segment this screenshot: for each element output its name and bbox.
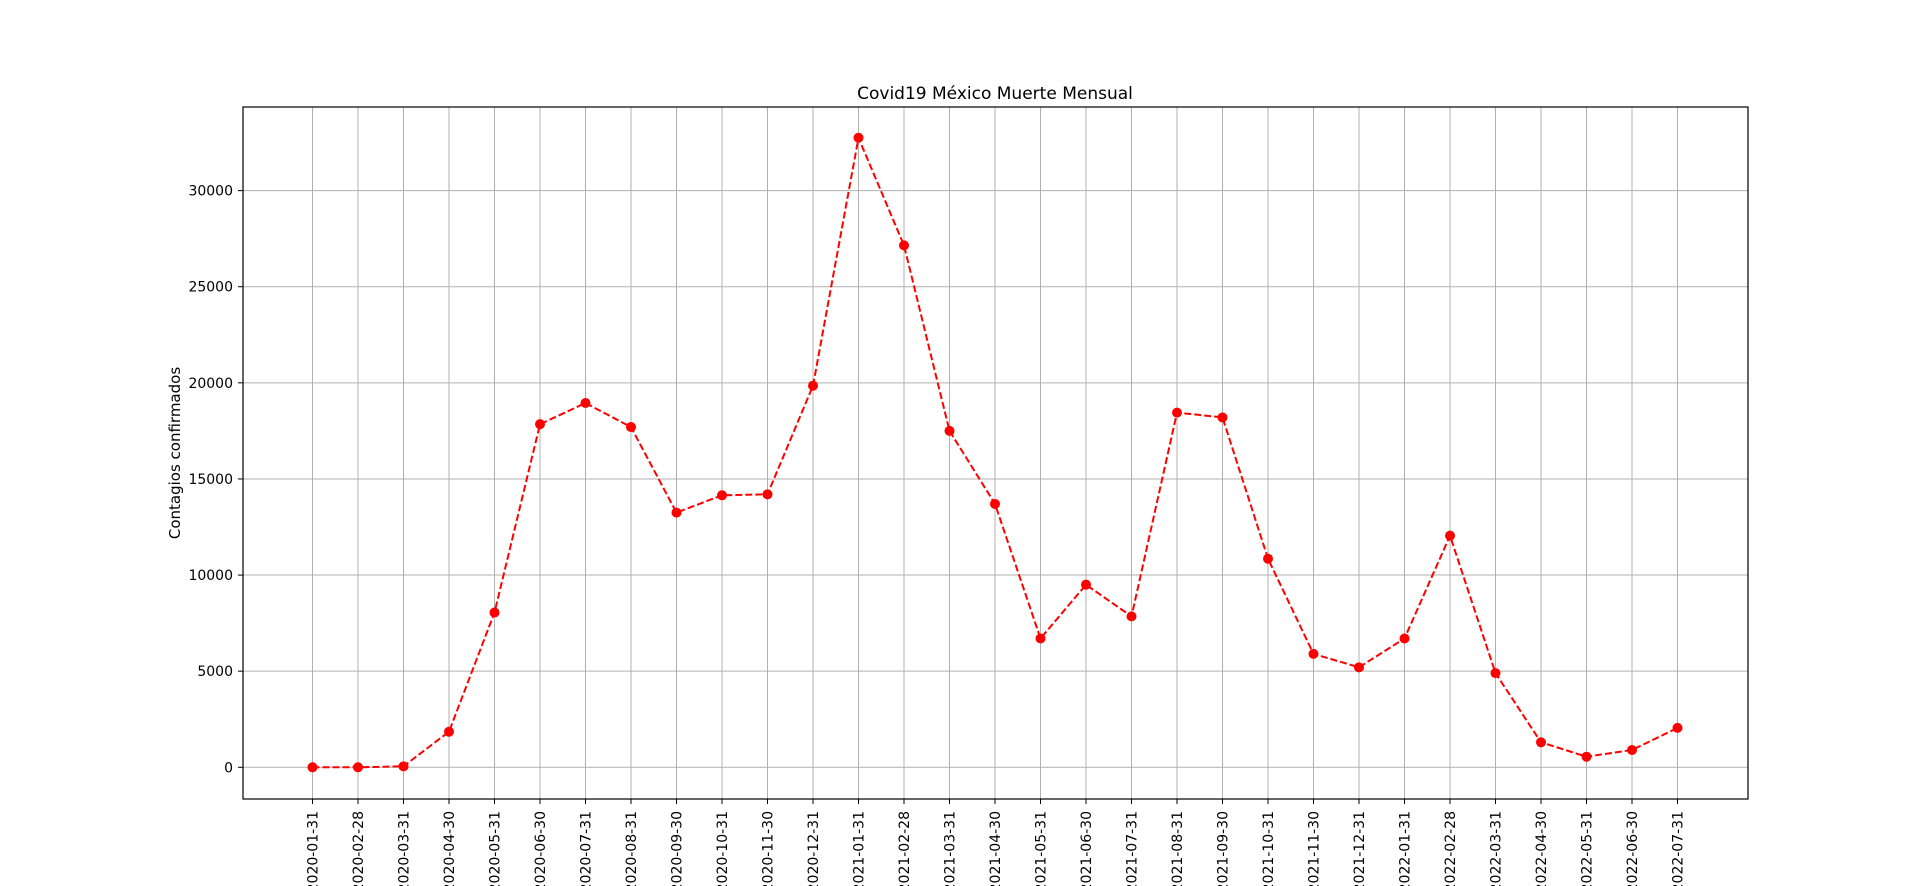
x-tick-label: 2020-02-28: [351, 811, 367, 886]
x-tick-label: 2020-05-31: [488, 811, 504, 886]
x-tick-label: 2022-01-31: [1398, 811, 1414, 886]
x-tick-label: 2021-11-30: [1307, 811, 1323, 886]
data-point: [1172, 407, 1182, 418]
x-tick-label: 2020-03-31: [397, 811, 413, 886]
x-tick-label: 2021-12-31: [1352, 811, 1368, 886]
data-point: [444, 726, 454, 737]
x-tick-label: 2021-08-31: [1170, 811, 1186, 886]
y-tick-label: 15000: [188, 472, 233, 488]
x-tick-label: 2021-10-31: [1261, 811, 1277, 886]
data-point: [1035, 633, 1046, 644]
data-point: [762, 489, 773, 500]
x-tick-label: 2021-07-31: [1125, 811, 1141, 886]
x-tick-label: 2020-09-30: [670, 811, 686, 886]
x-tick-label: 2021-02-28: [897, 811, 913, 886]
data-point: [1536, 737, 1546, 748]
x-tick-label: 2021-09-30: [1216, 811, 1232, 886]
data-point: [1490, 668, 1501, 679]
data-point: [1081, 579, 1091, 590]
x-tick-label: 2020-04-30: [442, 811, 458, 886]
data-point: [808, 380, 818, 391]
x-tick-label: 2020-08-31: [624, 811, 640, 886]
data-point: [398, 761, 409, 772]
x-tick-label: 2022-03-31: [1489, 811, 1505, 886]
data-point: [671, 507, 682, 518]
y-tick-label: 0: [224, 760, 233, 776]
y-tick-label: 25000: [188, 280, 233, 296]
x-tick-label: 2022-07-31: [1671, 811, 1687, 886]
axis-ticks: 0 5000 10000 15000 20000 25000 30000 2020-01-31…: [188, 184, 1686, 886]
data-point: [535, 419, 545, 430]
data-point: [626, 422, 636, 433]
data-point: [1399, 633, 1410, 644]
data-point: [1627, 744, 1637, 755]
data-point: [580, 398, 591, 409]
x-tick-label: 2021-01-31: [852, 811, 868, 886]
data-point: [944, 425, 955, 436]
x-tick-label: 2020-01-31: [306, 811, 322, 886]
y-tick-label: 20000: [188, 376, 233, 392]
data-point: [1672, 722, 1683, 733]
data-point: [489, 607, 500, 618]
grid-lines: [243, 107, 1748, 799]
data-point: [899, 240, 909, 251]
y-tick-label: 5000: [197, 664, 233, 680]
x-tick-label: 2021-06-30: [1079, 811, 1095, 886]
data-point: [1263, 553, 1273, 564]
data-point: [1308, 648, 1319, 659]
data-point: [717, 490, 727, 501]
x-tick-label: 2022-02-28: [1443, 811, 1459, 886]
x-tick-label: 2022-05-31: [1580, 811, 1596, 886]
data-point: [853, 132, 864, 143]
data-point: [353, 762, 363, 773]
data-point: [990, 498, 1000, 509]
x-tick-label: 2020-06-30: [533, 811, 549, 886]
x-tick-label: 2022-04-30: [1534, 811, 1550, 886]
series: [307, 132, 1683, 773]
plot-frame: [242, 106, 1749, 800]
x-tick-label: 2020-11-30: [761, 811, 777, 886]
y-axis-label: Contagios confirmados: [166, 367, 184, 539]
x-tick-label: 2020-07-31: [579, 811, 595, 886]
data-point: [1581, 751, 1592, 762]
data-point: [1445, 530, 1455, 541]
data-point: [307, 762, 318, 773]
data-point: [1217, 412, 1228, 423]
x-tick-label: 2021-05-31: [1034, 811, 1050, 886]
x-tick-label: 2021-03-31: [943, 811, 959, 886]
x-tick-label: 2020-10-31: [715, 811, 731, 886]
chart-title: Covid19 México Muerte Mensual: [857, 84, 1133, 104]
x-tick-label: 2022-06-30: [1625, 811, 1641, 886]
x-tick-label: 2021-04-30: [988, 811, 1004, 886]
data-point: [1354, 662, 1364, 673]
data-point: [1126, 611, 1137, 622]
x-tick-label: 2020-12-31: [806, 811, 822, 886]
y-tick-label: 30000: [188, 184, 233, 200]
y-tick-label: 10000: [188, 568, 233, 584]
